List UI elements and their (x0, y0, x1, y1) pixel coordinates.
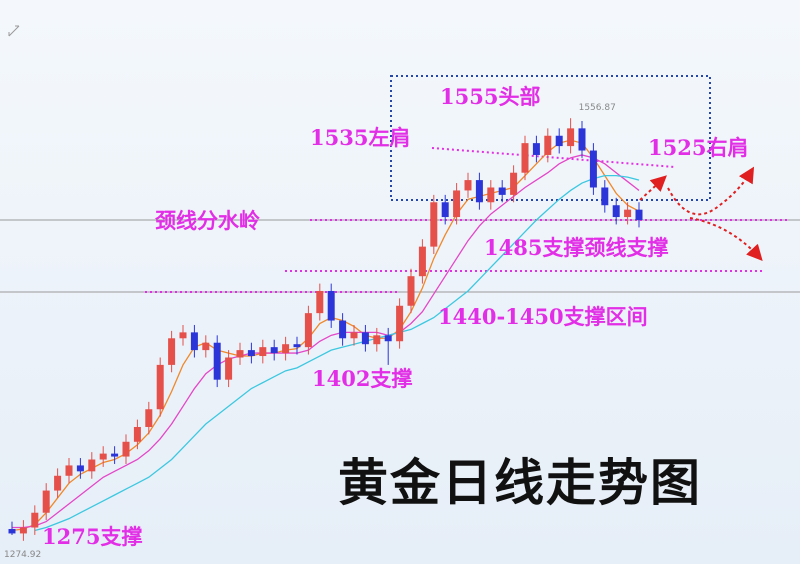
candle-body (8, 528, 16, 534)
candle-body (498, 187, 506, 195)
candle-body (441, 202, 449, 218)
head-box (390, 75, 711, 201)
candle-body (384, 335, 392, 342)
candle-body (236, 350, 244, 358)
candle-body (133, 426, 141, 442)
candle-body (339, 320, 347, 339)
candle-body (544, 135, 552, 155)
candle-body (247, 350, 255, 357)
candle-body (361, 332, 369, 345)
candle-body (624, 209, 632, 218)
price-label: 1556.87 (579, 103, 616, 113)
candle-body (42, 490, 50, 513)
annotation: 1535左肩 (310, 125, 410, 150)
candle-body (327, 290, 335, 321)
candle-body (521, 143, 529, 173)
annotation: 1555头部 (440, 84, 540, 109)
candle-body (156, 364, 164, 410)
candle-body (225, 357, 233, 380)
candle-body (635, 209, 643, 221)
candle-body (31, 512, 39, 528)
annotation: 1485支撑颈线支撑 (484, 235, 668, 260)
expand-icon (8, 25, 20, 37)
candle-body (259, 347, 267, 357)
candle-body (304, 313, 312, 348)
annotation: 颈线分水岭 (155, 208, 260, 233)
candle-body (88, 459, 96, 472)
candle-body (293, 344, 301, 348)
price-label: 1274.92 (4, 550, 41, 560)
moving-average (34, 175, 640, 532)
candle-body (487, 187, 495, 203)
candle-body (578, 128, 586, 151)
candle-body (589, 150, 597, 188)
annotation: 1275支撑 (42, 524, 142, 549)
candle-body (567, 128, 575, 147)
candle-body (316, 290, 324, 314)
candle-body (510, 172, 518, 195)
candle-body (202, 342, 210, 351)
candle-body (213, 342, 221, 380)
moving-average (11, 139, 640, 532)
candle-body (190, 332, 198, 351)
candle-body (532, 143, 540, 155)
annotation: 1402支撑 (312, 366, 412, 391)
candle-body (396, 305, 404, 342)
candle-body (453, 190, 461, 218)
candle-body (407, 276, 415, 306)
candle-body (19, 527, 27, 534)
candle-body (122, 441, 130, 457)
candle-body (168, 338, 176, 365)
candle-body (76, 465, 84, 472)
candle-body (373, 335, 381, 345)
candle-body (555, 135, 563, 147)
forecast-arrows (639, 166, 763, 261)
candle-body (475, 180, 483, 203)
plot: 1556.87 1274.92 (4, 103, 643, 560)
candle-body (54, 475, 62, 491)
candle-body (145, 409, 153, 427)
annotation: 1440-1450支撑区间 (438, 304, 648, 329)
candle-body (179, 332, 187, 339)
candle-body (418, 246, 426, 277)
level-lines (145, 147, 790, 293)
candle-body (270, 347, 278, 354)
candle-body (601, 187, 609, 206)
candle-body (99, 453, 107, 460)
candle-body (282, 344, 290, 354)
candle-body (111, 453, 119, 457)
chart-title: 黄金日线走势图 (338, 454, 702, 512)
candle-body (464, 180, 472, 191)
candle-body (350, 332, 358, 339)
candle-body (430, 202, 438, 247)
candle-body (65, 465, 73, 476)
candle-body (612, 205, 620, 218)
moving-average (12, 154, 640, 529)
annotation: 1525右肩 (648, 135, 748, 160)
